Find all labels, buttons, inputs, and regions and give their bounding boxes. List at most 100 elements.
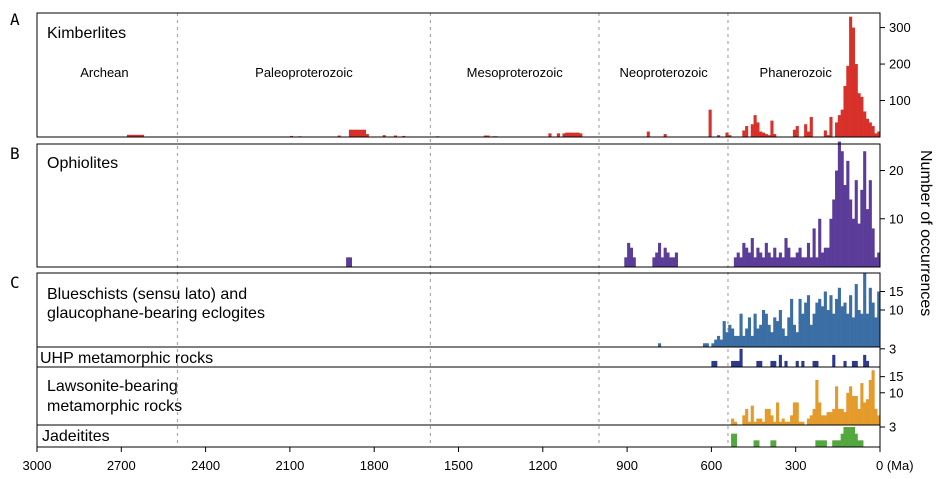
- histogram-bar: [857, 223, 861, 267]
- histogram-bar: [759, 131, 763, 137]
- panel-title: Jadeitites: [42, 428, 110, 445]
- histogram-bar: [849, 295, 853, 347]
- histogram-bar: [750, 405, 754, 425]
- histogram-bar: [138, 134, 142, 137]
- histogram-bar: [846, 427, 850, 447]
- histogram-bar: [840, 433, 844, 447]
- histogram-bar: [877, 291, 881, 347]
- histogram-bar: [776, 257, 780, 267]
- histogram-bar: [871, 228, 875, 267]
- histogram-bar: [868, 122, 872, 137]
- histogram-bar: [365, 134, 369, 137]
- histogram-bar: [801, 257, 805, 267]
- histogram-bar: [812, 360, 816, 367]
- histogram-bar: [764, 134, 768, 137]
- histogram-bar: [733, 257, 737, 267]
- histogram-bar: [627, 242, 631, 267]
- histogram-bar: [761, 132, 766, 137]
- histogram-bar: [728, 324, 732, 347]
- histogram-bar: [565, 132, 569, 137]
- histogram-bar: [798, 247, 802, 267]
- histogram-bar: [795, 332, 799, 347]
- histogram-bar: [759, 252, 763, 267]
- histogram-bar: [747, 317, 752, 347]
- histogram-bar: [815, 379, 819, 425]
- histogram-bar: [860, 313, 864, 347]
- histogram-bar: [711, 360, 715, 367]
- histogram-bar: [809, 116, 813, 137]
- histogram-bar: [770, 440, 774, 447]
- y-tick-label: 10: [889, 303, 903, 318]
- histogram-bar: [860, 189, 864, 267]
- histogram-bar: [818, 218, 822, 267]
- histogram-bar: [632, 257, 636, 267]
- histogram-bar: [736, 335, 740, 347]
- histogram-bar: [801, 313, 805, 347]
- histogram-bar: [865, 399, 870, 425]
- histogram-bar: [722, 321, 726, 347]
- histogram-bar: [818, 440, 822, 447]
- histogram-bar: [815, 440, 819, 447]
- histogram-bar: [832, 313, 836, 347]
- histogram-bar: [753, 440, 757, 447]
- histogram-bar: [736, 360, 740, 367]
- histogram-bar: [750, 238, 754, 267]
- histogram-bar: [849, 427, 853, 447]
- histogram-bar: [784, 335, 788, 347]
- histogram-bar: [874, 408, 878, 425]
- panel-letter: C: [10, 273, 20, 292]
- histogram-bar: [795, 360, 799, 367]
- histogram-bar: [708, 109, 712, 137]
- histogram-bar: [868, 287, 872, 347]
- histogram-bar: [826, 247, 830, 267]
- histogram-bar: [767, 252, 771, 267]
- histogram-bar: [790, 298, 794, 347]
- histogram-bar: [761, 310, 766, 347]
- y-tick-label: 300: [889, 20, 911, 35]
- histogram-bar: [669, 257, 673, 267]
- histogram-bar: [865, 118, 870, 137]
- x-tick-label: 2100: [275, 458, 304, 473]
- era-label: Archean: [80, 65, 128, 80]
- histogram-bar: [823, 247, 827, 267]
- histogram-bar: [826, 412, 830, 425]
- panel-letter: A: [10, 10, 20, 29]
- histogram-bar: [652, 257, 656, 267]
- histogram-bar: [705, 343, 709, 347]
- histogram-bar: [784, 238, 788, 267]
- histogram-bar: [832, 408, 836, 425]
- histogram-bar: [663, 247, 667, 267]
- histogram-bar: [773, 360, 777, 367]
- histogram-bar: [773, 134, 777, 137]
- histogram-bar: [764, 313, 768, 347]
- histogram-bar: [835, 298, 839, 347]
- histogram-bar: [646, 131, 650, 137]
- y-tick-label: 15: [889, 369, 903, 384]
- panel-b: 10 20 Ophiolites: [36, 141, 903, 268]
- histogram-bar: [843, 360, 847, 367]
- histogram-bar: [759, 360, 763, 367]
- histogram-bar: [362, 129, 367, 137]
- histogram-bar: [863, 111, 867, 137]
- histogram-bar: [773, 247, 777, 267]
- histogram-bar: [770, 257, 774, 267]
- histogram-bar: [832, 440, 836, 447]
- histogram-bar: [837, 440, 841, 447]
- y-tick-label: 20: [889, 163, 903, 178]
- histogram-bar: [806, 131, 811, 137]
- histogram-bar: [812, 408, 816, 425]
- y-tick-label: 10: [889, 211, 903, 226]
- histogram-bar: [702, 343, 707, 347]
- x-tick-label: 2700: [107, 458, 136, 473]
- histogram-bar: [360, 129, 364, 137]
- x-tick-label: 300: [785, 458, 807, 473]
- histogram-bar: [787, 421, 791, 425]
- histogram-bar: [823, 130, 827, 137]
- histogram-bar: [877, 131, 881, 137]
- histogram-bar: [767, 324, 771, 347]
- histogram-bar: [289, 135, 294, 137]
- histogram-bar: [784, 421, 788, 425]
- histogram-bar: [863, 151, 867, 267]
- x-tick-label: 600: [701, 458, 723, 473]
- histogram-bar: [483, 135, 487, 137]
